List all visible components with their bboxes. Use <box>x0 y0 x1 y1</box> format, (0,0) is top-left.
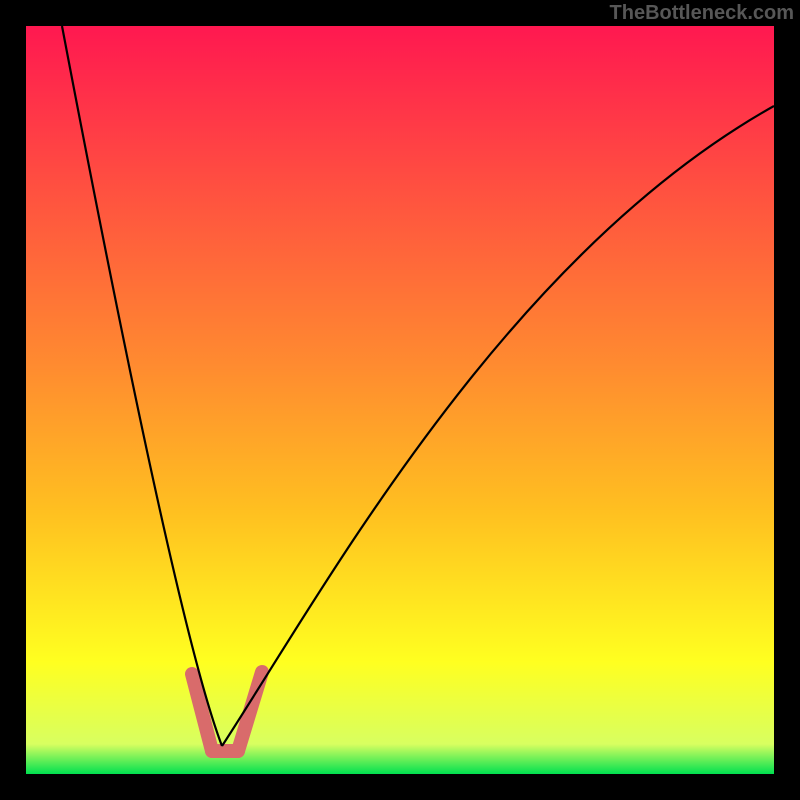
curve-right <box>222 106 774 746</box>
bottleneck-curve <box>26 26 774 774</box>
plot-area <box>26 26 774 774</box>
highlight-right <box>238 672 262 751</box>
attribution-text: TheBottleneck.com <box>610 2 794 25</box>
curve-left <box>62 26 222 746</box>
